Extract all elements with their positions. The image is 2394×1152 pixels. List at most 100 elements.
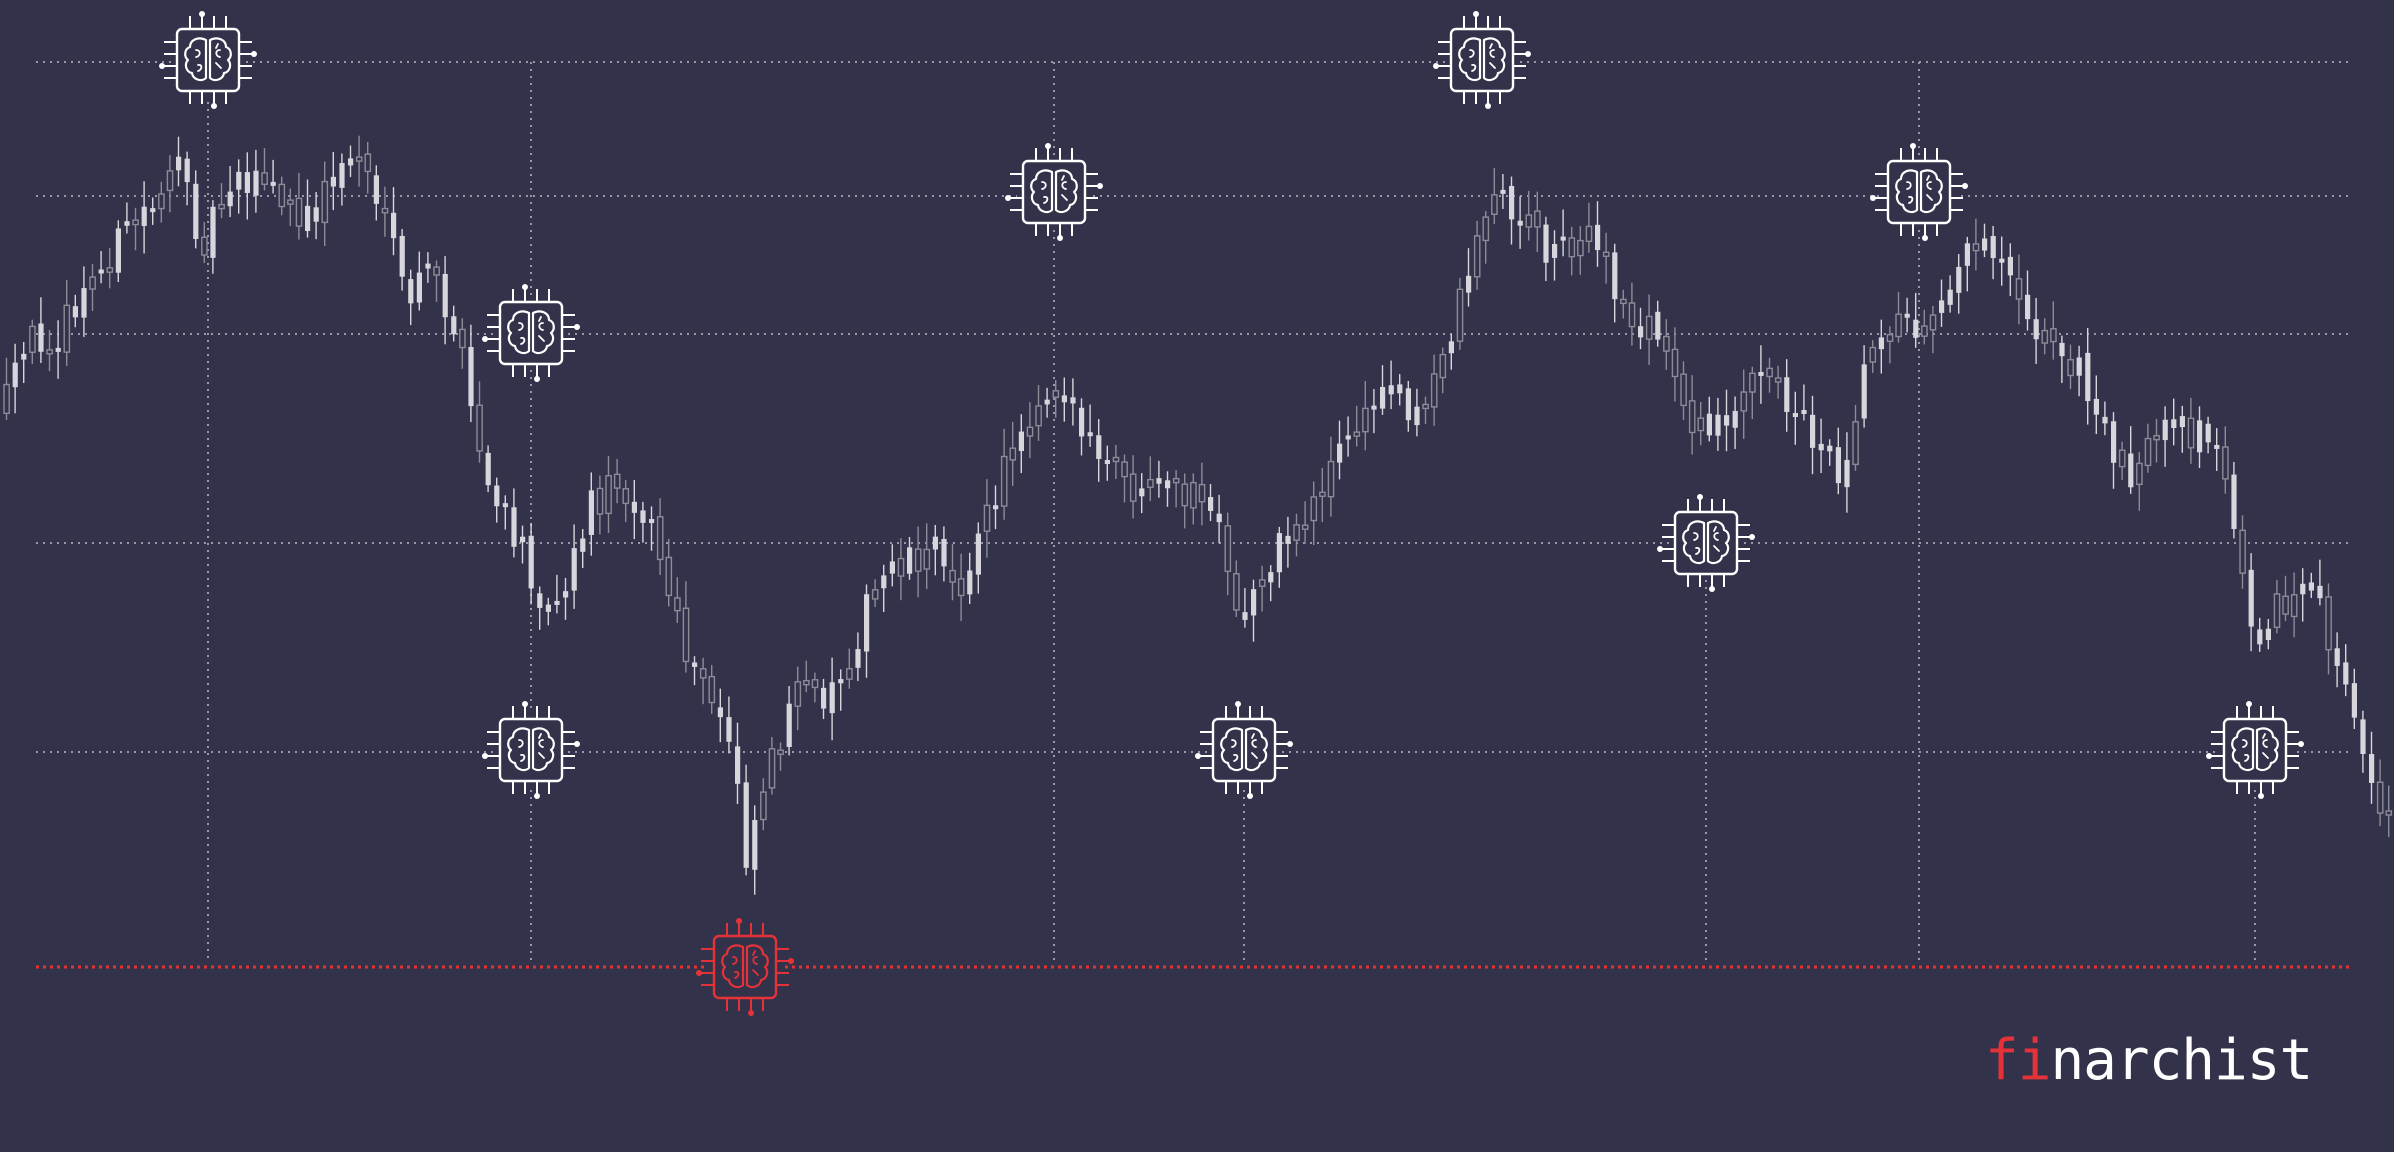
candlestick	[1190, 473, 1197, 525]
candlestick	[1362, 381, 1369, 451]
candlestick	[1869, 340, 1877, 373]
candlestick	[1671, 327, 1679, 402]
candlestick	[1405, 380, 1411, 432]
candlestick	[433, 260, 440, 302]
candlestick	[768, 737, 776, 795]
candlestick	[184, 151, 190, 206]
candlestick	[1388, 360, 1394, 410]
candlestick	[2144, 423, 2152, 473]
candlestick	[1715, 397, 1721, 451]
candlestick	[760, 778, 767, 831]
brain-chip-icons	[159, 11, 2304, 1016]
candlestick	[1224, 512, 1232, 596]
candlestick	[829, 657, 835, 741]
candlestick	[2317, 559, 2323, 606]
candlestick	[2325, 583, 2332, 675]
candlestick	[941, 526, 947, 582]
candlestick	[1706, 396, 1712, 442]
brain-chip-icon	[1195, 701, 1293, 799]
candlestick	[29, 319, 36, 365]
candlestick	[1087, 404, 1093, 447]
candlestick	[1947, 275, 1953, 313]
candlestick	[2248, 553, 2254, 652]
candlestick	[2282, 575, 2289, 622]
candlestick	[640, 501, 646, 543]
candlestick	[881, 564, 887, 613]
candlestick	[2351, 668, 2357, 729]
candlestick	[1861, 345, 1867, 428]
candlestick	[794, 666, 802, 731]
candlestick	[907, 536, 913, 580]
candlestick	[537, 586, 543, 630]
candlestick	[459, 318, 466, 369]
candlestick	[1525, 190, 1533, 241]
candlestick	[1251, 579, 1257, 642]
candlestick	[554, 574, 560, 614]
candlestick	[1638, 307, 1644, 350]
candlestick	[1939, 279, 1945, 327]
candlestick	[596, 475, 604, 535]
candlestick	[1697, 402, 1705, 446]
candlestick	[1509, 176, 1515, 245]
candlestick	[1026, 402, 1034, 459]
candlestick	[176, 136, 182, 187]
candlestick	[2231, 461, 2237, 539]
candlestick-series	[3, 135, 2393, 895]
candlestick	[1482, 211, 1490, 264]
candlestick	[1585, 202, 1593, 253]
candlestick	[1568, 226, 1576, 276]
candlestick	[150, 197, 156, 225]
candlestick	[201, 222, 208, 264]
candlestick	[2171, 398, 2177, 446]
candlestick	[442, 256, 448, 345]
candlestick	[21, 341, 27, 384]
candlestick	[1104, 445, 1110, 481]
candlestick	[2265, 618, 2271, 650]
candlestick	[2179, 405, 2185, 453]
candlestick	[2205, 416, 2211, 454]
candlestick	[871, 579, 879, 608]
candlestick	[2369, 731, 2375, 804]
candlestick	[2102, 401, 2108, 436]
candlestick	[1448, 333, 1454, 370]
candlestick	[1645, 294, 1653, 365]
candlestick	[2067, 344, 2074, 390]
candlestick	[1000, 428, 1008, 520]
candlestick	[494, 477, 500, 523]
candlestick	[1595, 201, 1601, 267]
candlestick	[1766, 357, 1773, 393]
candlestick	[98, 251, 104, 284]
candlestick	[1009, 421, 1017, 486]
candlestick	[1371, 389, 1377, 434]
candlestick	[1913, 292, 1919, 348]
candlestick	[2239, 515, 2246, 589]
candlestick	[1242, 588, 1248, 628]
candlestick	[1147, 456, 1154, 502]
candlestick	[2118, 441, 2126, 481]
candlestick	[838, 669, 844, 711]
candlestick	[855, 632, 861, 681]
candlestick	[1740, 369, 1748, 439]
candlestick	[983, 479, 991, 558]
candlestick	[1929, 305, 1937, 354]
candlestick	[2257, 617, 2263, 652]
candlestick	[451, 305, 457, 342]
candlestick	[2050, 301, 2057, 360]
candlestick	[1818, 418, 1824, 474]
candlestick	[2273, 579, 2281, 634]
candlestick	[932, 524, 938, 576]
candlestick	[38, 297, 44, 364]
candlestick	[1990, 225, 1996, 280]
candlestick	[699, 657, 707, 705]
candlestick	[1380, 365, 1386, 415]
brain-chip-icon	[482, 701, 580, 799]
candlestick	[674, 577, 681, 623]
brand-logo: finarchist	[1985, 1028, 2313, 1093]
candlestick	[1172, 470, 1180, 508]
candlestick	[1473, 220, 1481, 290]
candlestick	[752, 805, 758, 895]
candlestick	[416, 251, 422, 311]
candlestick	[1835, 427, 1841, 495]
grid-lines	[36, 61, 2352, 969]
